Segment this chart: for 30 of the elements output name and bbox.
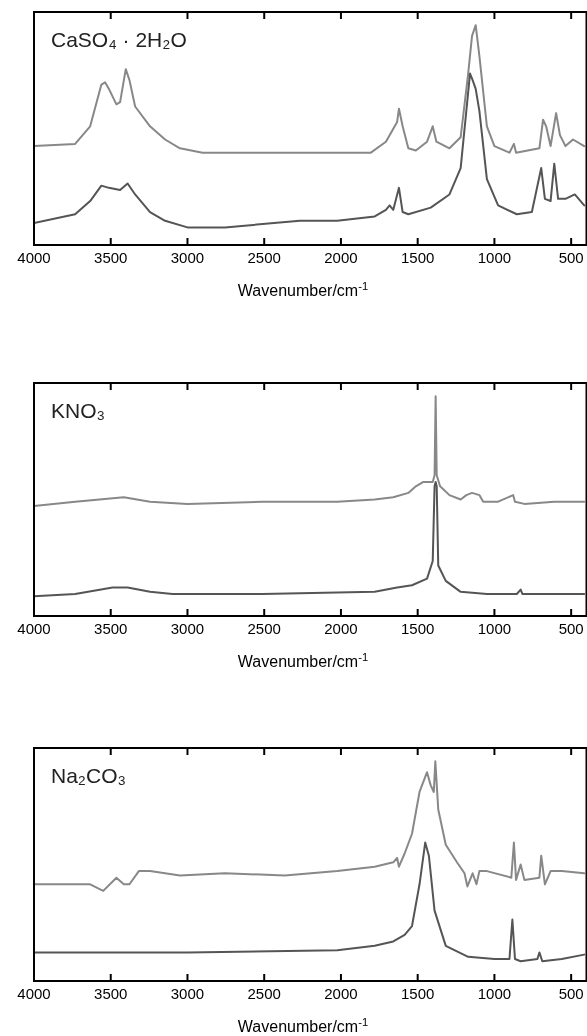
x-tick-label: 3000: [170, 249, 205, 266]
x-tick-label: 4000: [17, 249, 51, 266]
chart-title: KNO₃: [51, 399, 106, 422]
x-tick-label: 3000: [170, 985, 205, 1002]
x-tick-label: 1000: [477, 985, 512, 1002]
x-tick-label: 2000: [324, 249, 358, 266]
x-tick-label: 1500: [400, 249, 435, 266]
x-tick-label: 2000: [324, 620, 358, 637]
x-axis-title: Wavenumber/cm$^{-1}$: [237, 651, 369, 670]
x-tick-label: 1000: [477, 249, 512, 266]
x-tick-label: 2500: [247, 620, 281, 637]
x-tick-label: 3500: [94, 985, 128, 1002]
x-axis-title: Wavenumber/cm$^{-1}$: [237, 280, 369, 299]
x-tick-label: 4000: [17, 985, 51, 1002]
x-tick-label: 1500: [400, 985, 435, 1002]
x-tick-label: 1000: [477, 620, 512, 637]
x-tick-label: 500: [558, 249, 584, 266]
chart-title: Na₂CO₃: [51, 764, 127, 787]
x-tick-label: 3500: [94, 620, 128, 637]
x-tick-label: 3500: [94, 249, 128, 266]
x-tick-label: 4000: [17, 620, 51, 637]
x-tick-label: 2500: [247, 985, 281, 1002]
chart-title: CaSO₄ · 2H₂O: [51, 28, 187, 51]
x-tick-label: 2000: [324, 985, 358, 1002]
x-axis-title: Wavenumber/cm$^{-1}$: [237, 1016, 369, 1035]
x-tick-label: 500: [558, 620, 584, 637]
x-tick-label: 1500: [400, 620, 435, 637]
x-tick-label: 3000: [170, 620, 205, 637]
x-tick-label: 500: [558, 985, 584, 1002]
x-tick-label: 2500: [247, 249, 281, 266]
